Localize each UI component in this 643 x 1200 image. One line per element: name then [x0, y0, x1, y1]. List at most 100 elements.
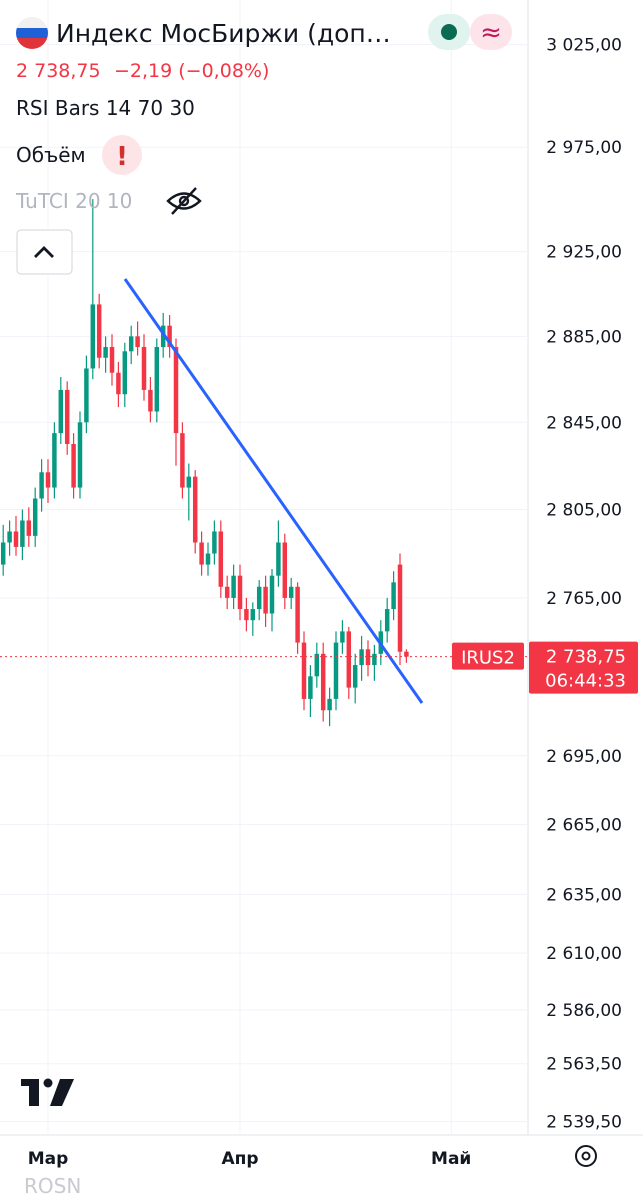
- candle-body: [109, 347, 115, 373]
- candle-body: [320, 653, 326, 711]
- last-price: 2 738,75: [16, 60, 101, 82]
- candle-body: [26, 520, 32, 536]
- collapse-button[interactable]: [16, 229, 73, 275]
- y-tick-label: 2 539,50: [546, 1113, 622, 1133]
- candle-body: [359, 649, 364, 666]
- candle-body: [186, 476, 192, 488]
- candle-body: [71, 443, 76, 488]
- y-tick-label: 2 885,00: [546, 327, 622, 347]
- candle-body: [77, 422, 83, 488]
- y-tick-label: 2 610,00: [546, 944, 622, 964]
- candle-body: [128, 336, 134, 352]
- candle-body: [256, 586, 262, 610]
- symbol-title[interactable]: Индекс МосБиржи (доп…: [56, 19, 391, 48]
- candle-body: [282, 542, 288, 598]
- x-tick-label: Апр: [221, 1149, 258, 1169]
- y-tick-label: 2 586,00: [546, 1001, 622, 1021]
- candle-body: [218, 531, 224, 587]
- candle-body: [167, 325, 172, 348]
- candle-body: [333, 642, 339, 699]
- candle-body: [122, 351, 128, 395]
- candle-body: [212, 531, 217, 554]
- y-tick-label: 2 563,50: [546, 1055, 622, 1075]
- indicator[interactable]: RSI Bars 14 70 30: [16, 96, 195, 120]
- status-dot: [441, 24, 457, 40]
- symbol-tag: [452, 642, 524, 670]
- indicator[interactable]: Объём: [16, 143, 86, 167]
- candle-body: [84, 368, 89, 423]
- candle-body: [205, 553, 211, 565]
- hide-icon[interactable]: [166, 187, 202, 215]
- candle-body: [154, 347, 160, 412]
- price-tag: [529, 641, 638, 694]
- delay-status[interactable]: [470, 14, 512, 50]
- countdown: 06:44:33: [545, 671, 626, 692]
- candle-body: [199, 542, 204, 565]
- candle-body: [224, 586, 230, 598]
- candle-body: [327, 698, 332, 711]
- candle-body: [32, 498, 38, 536]
- candle-body: [20, 520, 25, 547]
- candle-body: [160, 325, 166, 348]
- x-tick-label: Май: [431, 1149, 471, 1169]
- y-tick-label: 2 805,00: [546, 500, 622, 520]
- candle-body: [58, 389, 64, 434]
- y-tick-label: 2 695,00: [546, 747, 622, 767]
- candle-body: [384, 609, 390, 632]
- candle-body: [276, 542, 281, 576]
- candle-body: [340, 631, 345, 643]
- candle-body: [192, 476, 198, 543]
- warning[interactable]: [102, 135, 142, 175]
- warning-icon: !: [116, 142, 128, 172]
- candle-body: [141, 347, 147, 390]
- candle-body: [391, 582, 396, 610]
- chevron-up: [34, 246, 54, 258]
- candle-body: [397, 564, 403, 652]
- candle-body: [295, 586, 300, 643]
- candle-body: [13, 531, 19, 547]
- settings[interactable]: [575, 1145, 597, 1167]
- candle-body: [148, 389, 153, 412]
- candle-body: [263, 586, 268, 614]
- candle-body: [346, 631, 352, 688]
- flag: [16, 17, 48, 49]
- candle-body: [269, 575, 275, 614]
- y-tick-label: 2 635,00: [546, 885, 622, 905]
- y-tick-label: 3 025,00: [546, 36, 622, 56]
- trend-line[interactable]: [123, 278, 424, 704]
- candle-body: [173, 347, 179, 434]
- candle-body: [352, 665, 358, 688]
- symbol-tag-text: IRUS2: [461, 648, 515, 669]
- tv-logo: [21, 1078, 74, 1106]
- candle-body: [314, 653, 320, 677]
- price-change: −2,19 (−0,08%): [114, 60, 269, 82]
- candle-body: [135, 336, 140, 348]
- candle-body: [301, 642, 307, 699]
- y-tick-label: 2 845,00: [546, 413, 622, 433]
- candle-body: [45, 472, 51, 488]
- candle-body: [365, 649, 371, 666]
- y-tick-label: 2 925,00: [546, 243, 622, 263]
- candle-body: [39, 472, 44, 499]
- candle-body: [116, 372, 121, 395]
- candle-body: [244, 609, 249, 621]
- candle-body: [7, 531, 12, 543]
- candle-body: [372, 653, 377, 666]
- candle-body: [103, 347, 108, 358]
- candle-body: [404, 651, 409, 657]
- candle-body: [52, 433, 57, 488]
- candle-body: [237, 575, 243, 610]
- candle-body: [231, 575, 236, 598]
- candle-body: [180, 433, 185, 488]
- candle-body: [90, 304, 96, 369]
- candle-body: [288, 586, 294, 598]
- watch-symbol[interactable]: ROSN: [24, 1174, 81, 1198]
- indicator[interactable]: TuTCI 20 10: [15, 189, 132, 213]
- delay-icon: ≈: [480, 18, 502, 48]
- y-tick-label: 2 975,00: [546, 138, 622, 158]
- x-tick-label: Мар: [28, 1149, 69, 1169]
- y-tick-label: 2 665,00: [546, 816, 622, 836]
- candle-body: [250, 609, 256, 621]
